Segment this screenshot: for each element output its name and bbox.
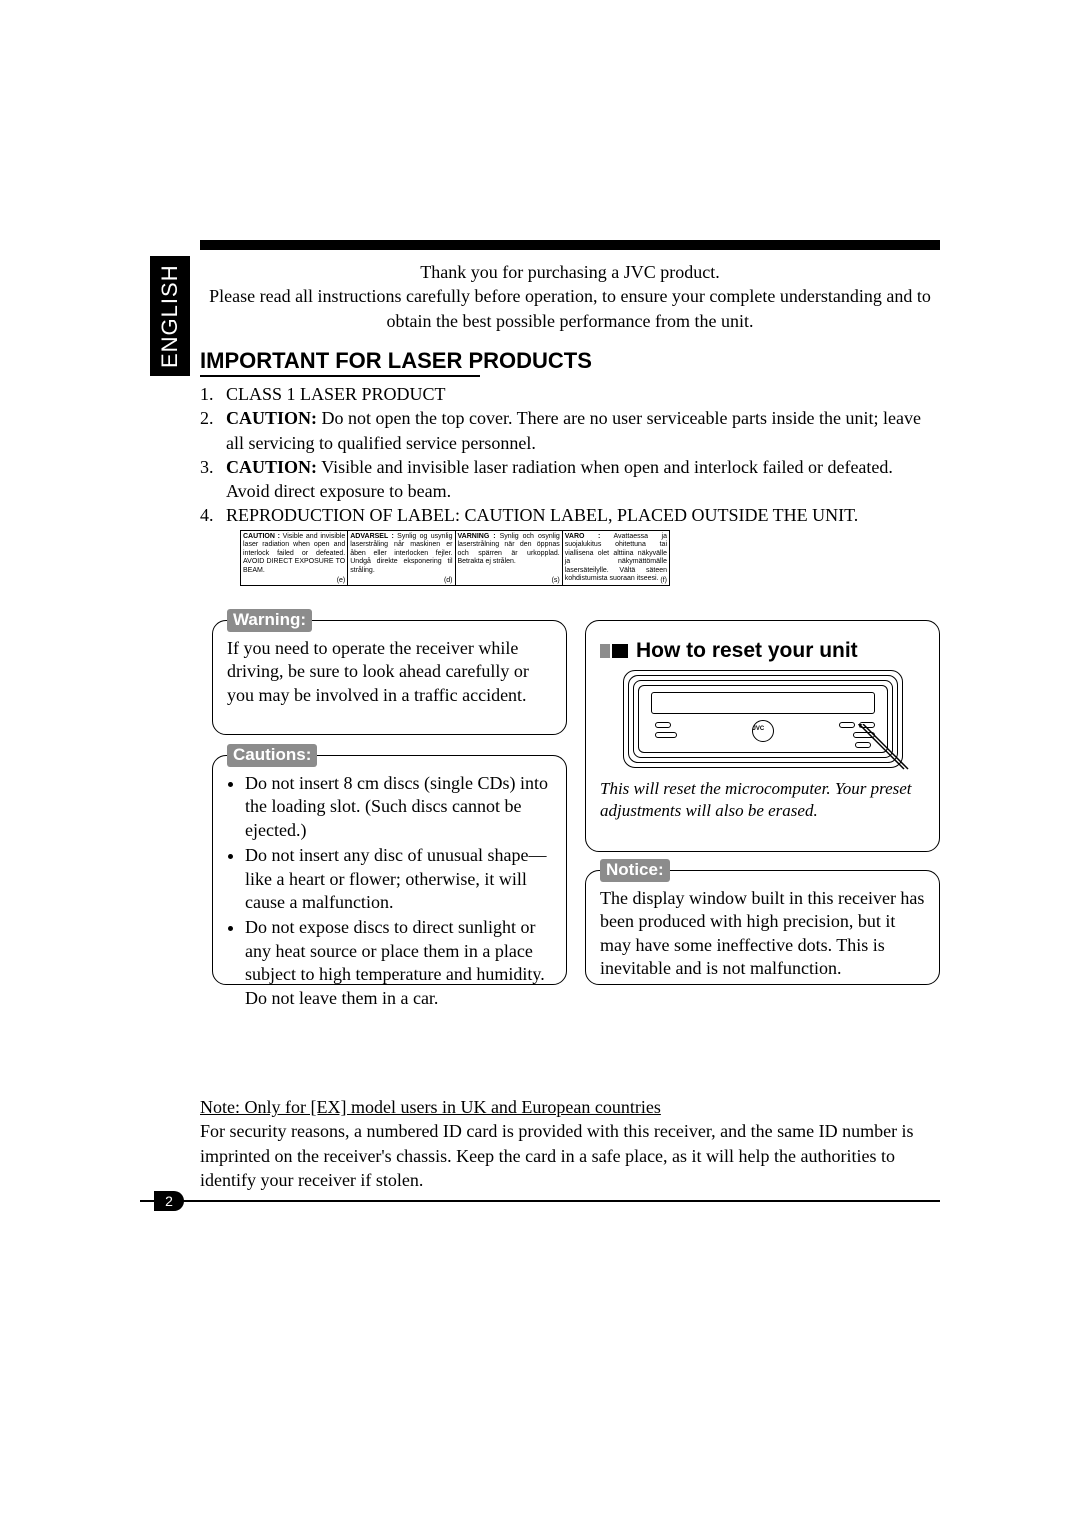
label-head: VARO :	[565, 533, 601, 540]
label-cell-en: CAUTION : Visible and invisible laser ra…	[241, 531, 348, 585]
caution-item: Do not insert any disc of unusual shape—…	[245, 844, 552, 914]
list-item: 1. CLASS 1 LASER PRODUCT	[200, 382, 940, 406]
lang-code: (d)	[444, 577, 453, 585]
caution-item: Do not insert 8 cm discs (single CDs) in…	[245, 772, 552, 842]
language-tab: ENGLISH	[150, 256, 190, 376]
label-head: VARNING :	[458, 533, 496, 540]
lang-code: (s)	[552, 577, 560, 585]
intro-text: Thank you for purchasing a JVC product. …	[200, 260, 940, 333]
list-body: CAUTION: Do not open the top cover. Ther…	[226, 406, 940, 455]
receiver-diagram: JVC	[623, 670, 903, 768]
caution-item: Do not expose discs to direct sunlight o…	[245, 916, 552, 1010]
label-cell-da: ADVARSEL : Synlig og usynlig laserstråli…	[348, 531, 455, 585]
bold: CAUTION:	[226, 457, 317, 477]
cautions-body: Do not insert 8 cm discs (single CDs) in…	[213, 756, 566, 1026]
lang-code: (f)	[660, 577, 667, 585]
list-number: 2.	[200, 406, 226, 455]
label-text: Avattaessa ja suojalukitus ohitettuna ta…	[565, 533, 667, 582]
footnote: Note: Only for [EX] model users in UK an…	[200, 1095, 940, 1192]
footer-rule	[140, 1200, 940, 1202]
text: Do not open the top cover. There are no …	[226, 408, 921, 452]
footnote-heading: Note: Only for [EX] model users in UK an…	[200, 1095, 940, 1119]
list-item: 2. CAUTION: Do not open the top cover. T…	[200, 406, 940, 455]
caution-label-reproduction: CAUTION : Visible and invisible laser ra…	[240, 530, 670, 586]
text: Visible and invisible laser radiation wh…	[226, 457, 893, 501]
cautions-box: Cautions: Do not insert 8 cm discs (sing…	[212, 755, 567, 985]
reset-box: How to reset your unit JVC This will res…	[585, 620, 940, 852]
notice-body: The display window built in this receive…	[586, 871, 939, 995]
list-body: CLASS 1 LASER PRODUCT	[226, 382, 940, 406]
bullet-cue-icon	[600, 644, 628, 658]
list-body: CAUTION: Visible and invisible laser rad…	[226, 455, 940, 504]
pen-icon	[849, 724, 909, 774]
page-number: 2	[154, 1191, 184, 1211]
list-number: 3.	[200, 455, 226, 504]
list-item: 4. REPRODUCTION OF LABEL: CAUTION LABEL,…	[200, 503, 940, 527]
label-cell-fi: VARO : Avattaessa ja suojalukitus ohitet…	[563, 531, 669, 585]
list-number: 1.	[200, 382, 226, 406]
top-rule	[200, 240, 940, 250]
reset-caption: This will reset the microcomputer. Your …	[600, 778, 925, 822]
heading-underline	[200, 375, 480, 377]
lang-code: (e)	[337, 577, 346, 585]
list-body: REPRODUCTION OF LABEL: CAUTION LABEL, PL…	[226, 503, 940, 527]
label-head: ADVARSEL :	[350, 533, 394, 540]
list-number: 4.	[200, 503, 226, 527]
cautions-label: Cautions:	[227, 744, 317, 767]
warning-label: Warning:	[227, 609, 312, 632]
intro-line2: Please read all instructions carefully b…	[200, 284, 940, 333]
label-head: CAUTION :	[243, 533, 280, 540]
warning-box: Warning: If you need to operate the rece…	[212, 620, 567, 735]
warning-body: If you need to operate the receiver whil…	[213, 621, 566, 721]
intro-line1: Thank you for purchasing a JVC product.	[200, 260, 940, 284]
receiver-brand: JVC	[753, 726, 765, 732]
reset-title-text: How to reset your unit	[636, 637, 858, 664]
bold: CAUTION:	[226, 408, 317, 428]
list-item: 3. CAUTION: Visible and invisible laser …	[200, 455, 940, 504]
laser-list: 1. CLASS 1 LASER PRODUCT 2. CAUTION: Do …	[200, 382, 940, 528]
footnote-body: For security reasons, a numbered ID card…	[200, 1119, 940, 1192]
reset-title: How to reset your unit	[600, 637, 925, 664]
notice-label: Notice:	[600, 859, 670, 882]
section-heading: IMPORTANT FOR LASER PRODUCTS	[200, 348, 592, 374]
notice-box: Notice: The display window built in this…	[585, 870, 940, 985]
label-cell-sv: VARNING : Synlig och osynlig laserstråln…	[456, 531, 563, 585]
